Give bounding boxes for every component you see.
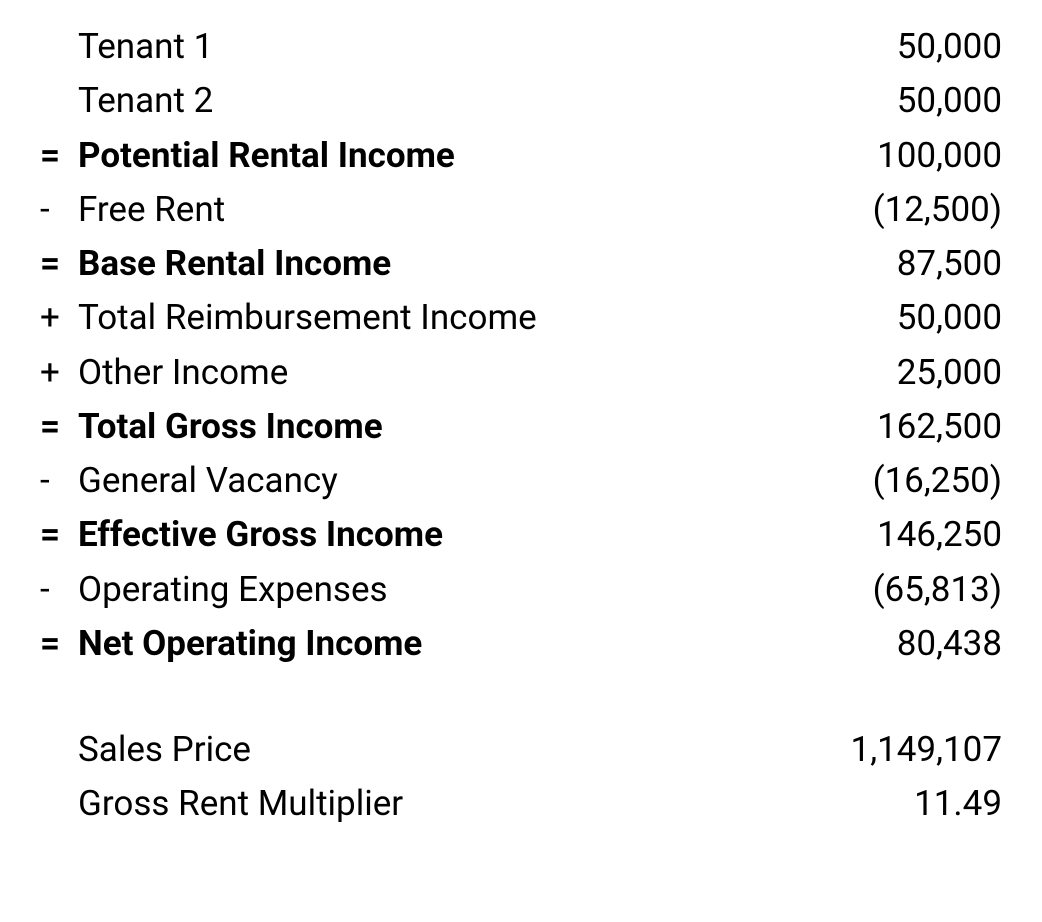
section-spacer: [40, 671, 1002, 723]
row-label: =Effective Gross Income: [40, 508, 443, 562]
table-row: +Other Income 25,000: [40, 346, 1002, 400]
row-value: 100,000: [877, 129, 1002, 183]
table-row: -Free Rent (12,500): [40, 183, 1002, 237]
row-value: 11.49: [914, 777, 1002, 831]
row-label-text: Potential Rental Income: [78, 129, 455, 183]
row-value: (16,250): [873, 454, 1002, 508]
row-label-text: Effective Gross Income: [78, 508, 443, 562]
table-row: =Effective Gross Income 146,250: [40, 508, 1002, 562]
row-prefix: +: [40, 346, 78, 400]
row-prefix: =: [40, 617, 78, 671]
row-prefix: =: [40, 508, 78, 562]
table-row: Sales Price 1,149,107: [40, 723, 1002, 777]
row-value: 25,000: [897, 346, 1002, 400]
row-label-text: Operating Expenses: [78, 563, 388, 617]
row-value: (65,813): [873, 563, 1002, 617]
row-value: 162,500: [877, 400, 1002, 454]
table-row: Tenant 2 50,000: [40, 74, 1002, 128]
row-label: Tenant 2: [40, 74, 213, 128]
row-label: -Operating Expenses: [40, 563, 388, 617]
table-row: =Base Rental Income 87,500: [40, 237, 1002, 291]
row-label: =Potential Rental Income: [40, 129, 455, 183]
row-label: -Free Rent: [40, 183, 225, 237]
table-row: +Total Reimbursement Income 50,000: [40, 291, 1002, 345]
row-value: 1,149,107: [851, 723, 1002, 777]
row-label-text: Gross Rent Multiplier: [78, 777, 403, 831]
row-label: =Net Operating Income: [40, 617, 422, 671]
table-row: -General Vacancy (16,250): [40, 454, 1002, 508]
row-value: 87,500: [897, 237, 1002, 291]
statement-body: Tenant 150,000Tenant 250,000=Potential R…: [40, 20, 1002, 671]
table-row: Tenant 1 50,000: [40, 20, 1002, 74]
row-value: (12,500): [873, 183, 1002, 237]
row-label-text: Free Rent: [78, 183, 225, 237]
income-statement: Tenant 150,000Tenant 250,000=Potential R…: [40, 20, 1002, 832]
row-label: -General Vacancy: [40, 454, 338, 508]
row-prefix: -: [40, 183, 78, 237]
row-label: =Total Gross Income: [40, 400, 383, 454]
row-label-text: Tenant 1: [78, 20, 213, 74]
row-prefix: -: [40, 454, 78, 508]
table-row: Gross Rent Multiplier 11.49: [40, 777, 1002, 831]
row-prefix: =: [40, 129, 78, 183]
row-value: 50,000: [897, 291, 1002, 345]
row-prefix: -: [40, 563, 78, 617]
table-row: =Potential Rental Income 100,000: [40, 129, 1002, 183]
table-row: -Operating Expenses (65,813): [40, 563, 1002, 617]
row-label-text: Net Operating Income: [78, 617, 422, 671]
row-label: Tenant 1: [40, 20, 213, 74]
row-label-text: General Vacancy: [78, 454, 338, 508]
row-label: +Total Reimbursement Income: [40, 291, 537, 345]
row-prefix: =: [40, 237, 78, 291]
row-value: 50,000: [897, 20, 1002, 74]
row-prefix: =: [40, 400, 78, 454]
row-label: Sales Price: [40, 723, 251, 777]
row-label-text: Tenant 2: [78, 74, 213, 128]
statement-footer: Sales Price1,149,107Gross Rent Multiplie…: [40, 723, 1002, 832]
table-row: =Total Gross Income 162,500: [40, 400, 1002, 454]
row-value: 146,250: [877, 508, 1002, 562]
row-label: Gross Rent Multiplier: [40, 777, 403, 831]
row-label-text: Base Rental Income: [78, 237, 391, 291]
row-label-text: Total Reimbursement Income: [78, 291, 537, 345]
row-prefix: +: [40, 291, 78, 345]
row-label: =Base Rental Income: [40, 237, 391, 291]
row-label-text: Sales Price: [78, 723, 251, 777]
row-label-text: Total Gross Income: [78, 400, 383, 454]
table-row: =Net Operating Income 80,438: [40, 617, 1002, 671]
row-label: +Other Income: [40, 346, 288, 400]
row-value: 50,000: [897, 74, 1002, 128]
row-label-text: Other Income: [78, 346, 288, 400]
row-value: 80,438: [897, 617, 1002, 671]
